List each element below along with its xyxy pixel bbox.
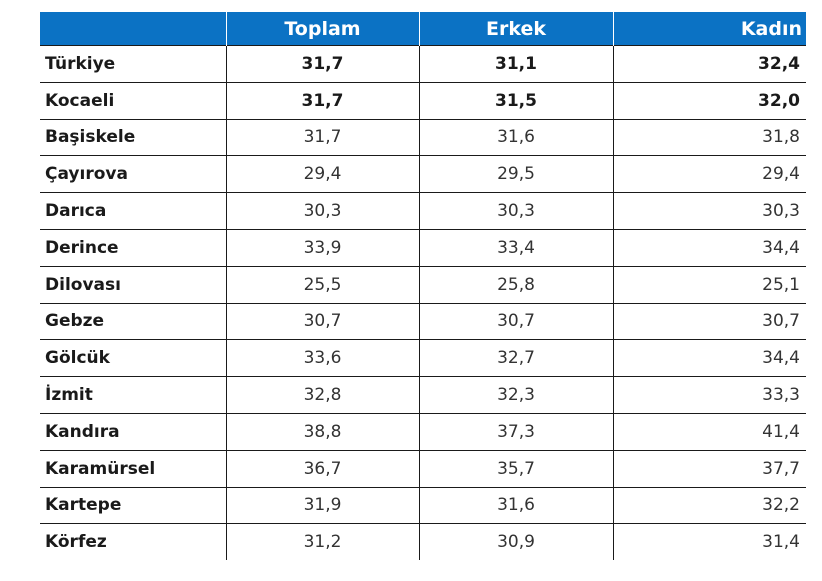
row-label-cell: Gölcük bbox=[40, 339, 226, 377]
kadin-cell: 41,4 bbox=[612, 412, 806, 451]
header-cell-erkek: Erkek bbox=[418, 12, 613, 46]
row-label-cell: Kocaeli bbox=[40, 81, 226, 120]
table-row: Kandıra 38,8 37,3 41,4 bbox=[40, 412, 806, 451]
row-label-cell: Çayırova bbox=[40, 155, 226, 193]
toplam-cell: 29,4 bbox=[225, 155, 419, 193]
kadin-cell: 32,2 bbox=[612, 486, 806, 524]
data-table-container: Toplam Erkek Kadın Türkiye 31,7 31,1 32,4 Ko… bbox=[40, 12, 806, 561]
erkek-cell: 31,6 bbox=[418, 118, 613, 156]
table-body: Türkiye 31,7 31,1 32,4 Kocaeli 31,7 31,5 32,0 Ba… bbox=[40, 45, 806, 561]
row-label-cell: Türkiye bbox=[40, 45, 226, 83]
header-cell-toplam: Toplam bbox=[225, 12, 419, 46]
table-row: İzmit 32,8 32,3 33,3 bbox=[40, 376, 806, 414]
toplam-cell: 31,7 bbox=[225, 118, 419, 156]
table-header: Toplam Erkek Kadın bbox=[40, 12, 806, 46]
table-row: Derince 33,9 33,4 34,4 bbox=[40, 228, 806, 267]
kadin-cell: 32,0 bbox=[612, 81, 806, 120]
kadin-cell: 33,3 bbox=[612, 376, 806, 414]
toplam-cell: 31,9 bbox=[225, 486, 419, 524]
table-row: Karamürsel 36,7 35,7 37,7 bbox=[40, 449, 806, 488]
table-row: Körfez 31,2 30,9 31,4 bbox=[40, 523, 806, 561]
row-label-cell: Kandıra bbox=[40, 412, 226, 451]
header-cell-kadin: Kadın bbox=[612, 12, 806, 46]
table-row: Türkiye 31,7 31,1 32,4 bbox=[40, 45, 806, 83]
kadin-cell: 34,4 bbox=[612, 228, 806, 267]
kadin-cell: 32,4 bbox=[612, 45, 806, 83]
kadin-cell: 37,7 bbox=[612, 449, 806, 488]
kadin-cell: 25,1 bbox=[612, 265, 806, 304]
erkek-cell: 33,4 bbox=[418, 228, 613, 267]
toplam-cell: 36,7 bbox=[225, 449, 419, 488]
table-row: Gebze 30,7 30,7 30,7 bbox=[40, 302, 806, 340]
row-label-cell: İzmit bbox=[40, 376, 226, 414]
row-label-cell: Başiskele bbox=[40, 118, 226, 156]
table-row: Kartepe 31,9 31,6 32,2 bbox=[40, 486, 806, 524]
toplam-cell: 31,2 bbox=[225, 523, 419, 561]
row-label-cell: Darıca bbox=[40, 192, 226, 230]
toplam-cell: 30,7 bbox=[225, 302, 419, 340]
table-row: Darıca 30,3 30,3 30,3 bbox=[40, 192, 806, 230]
erkek-cell: 29,5 bbox=[418, 155, 613, 193]
toplam-cell: 33,9 bbox=[225, 228, 419, 267]
toplam-cell: 25,5 bbox=[225, 265, 419, 304]
erkek-cell: 35,7 bbox=[418, 449, 613, 488]
kadin-cell: 34,4 bbox=[612, 339, 806, 377]
median-age-table: Toplam Erkek Kadın Türkiye 31,7 31,1 32,4 Ko… bbox=[40, 12, 806, 561]
toplam-cell: 33,6 bbox=[225, 339, 419, 377]
table-row: Gölcük 33,6 32,7 34,4 bbox=[40, 339, 806, 377]
row-label-cell: Karamürsel bbox=[40, 449, 226, 488]
erkek-cell: 31,5 bbox=[418, 81, 613, 120]
erkek-cell: 31,6 bbox=[418, 486, 613, 524]
erkek-cell: 25,8 bbox=[418, 265, 613, 304]
kadin-cell: 30,3 bbox=[612, 192, 806, 230]
table-row: Dilovası 25,5 25,8 25,1 bbox=[40, 265, 806, 304]
row-label-cell: Gebze bbox=[40, 302, 226, 340]
header-cell-name bbox=[40, 12, 226, 46]
erkek-cell: 37,3 bbox=[418, 412, 613, 451]
toplam-cell: 31,7 bbox=[225, 81, 419, 120]
header-row: Toplam Erkek Kadın bbox=[40, 12, 806, 46]
erkek-cell: 30,7 bbox=[418, 302, 613, 340]
toplam-cell: 32,8 bbox=[225, 376, 419, 414]
kadin-cell: 29,4 bbox=[612, 155, 806, 193]
erkek-cell: 30,3 bbox=[418, 192, 613, 230]
kadin-cell: 30,7 bbox=[612, 302, 806, 340]
kadin-cell: 31,4 bbox=[612, 523, 806, 561]
toplam-cell: 31,7 bbox=[225, 45, 419, 83]
erkek-cell: 30,9 bbox=[418, 523, 613, 561]
table-row: Başiskele 31,7 31,6 31,8 bbox=[40, 118, 806, 156]
table-row: Kocaeli 31,7 31,5 32,0 bbox=[40, 81, 806, 120]
erkek-cell: 31,1 bbox=[418, 45, 613, 83]
toplam-cell: 38,8 bbox=[225, 412, 419, 451]
row-label-cell: Kartepe bbox=[40, 486, 226, 524]
toplam-cell: 30,3 bbox=[225, 192, 419, 230]
row-label-cell: Dilovası bbox=[40, 265, 226, 304]
table-row: Çayırova 29,4 29,5 29,4 bbox=[40, 155, 806, 193]
erkek-cell: 32,3 bbox=[418, 376, 613, 414]
kadin-cell: 31,8 bbox=[612, 118, 806, 156]
row-label-cell: Körfez bbox=[40, 523, 226, 561]
row-label-cell: Derince bbox=[40, 228, 226, 267]
erkek-cell: 32,7 bbox=[418, 339, 613, 377]
